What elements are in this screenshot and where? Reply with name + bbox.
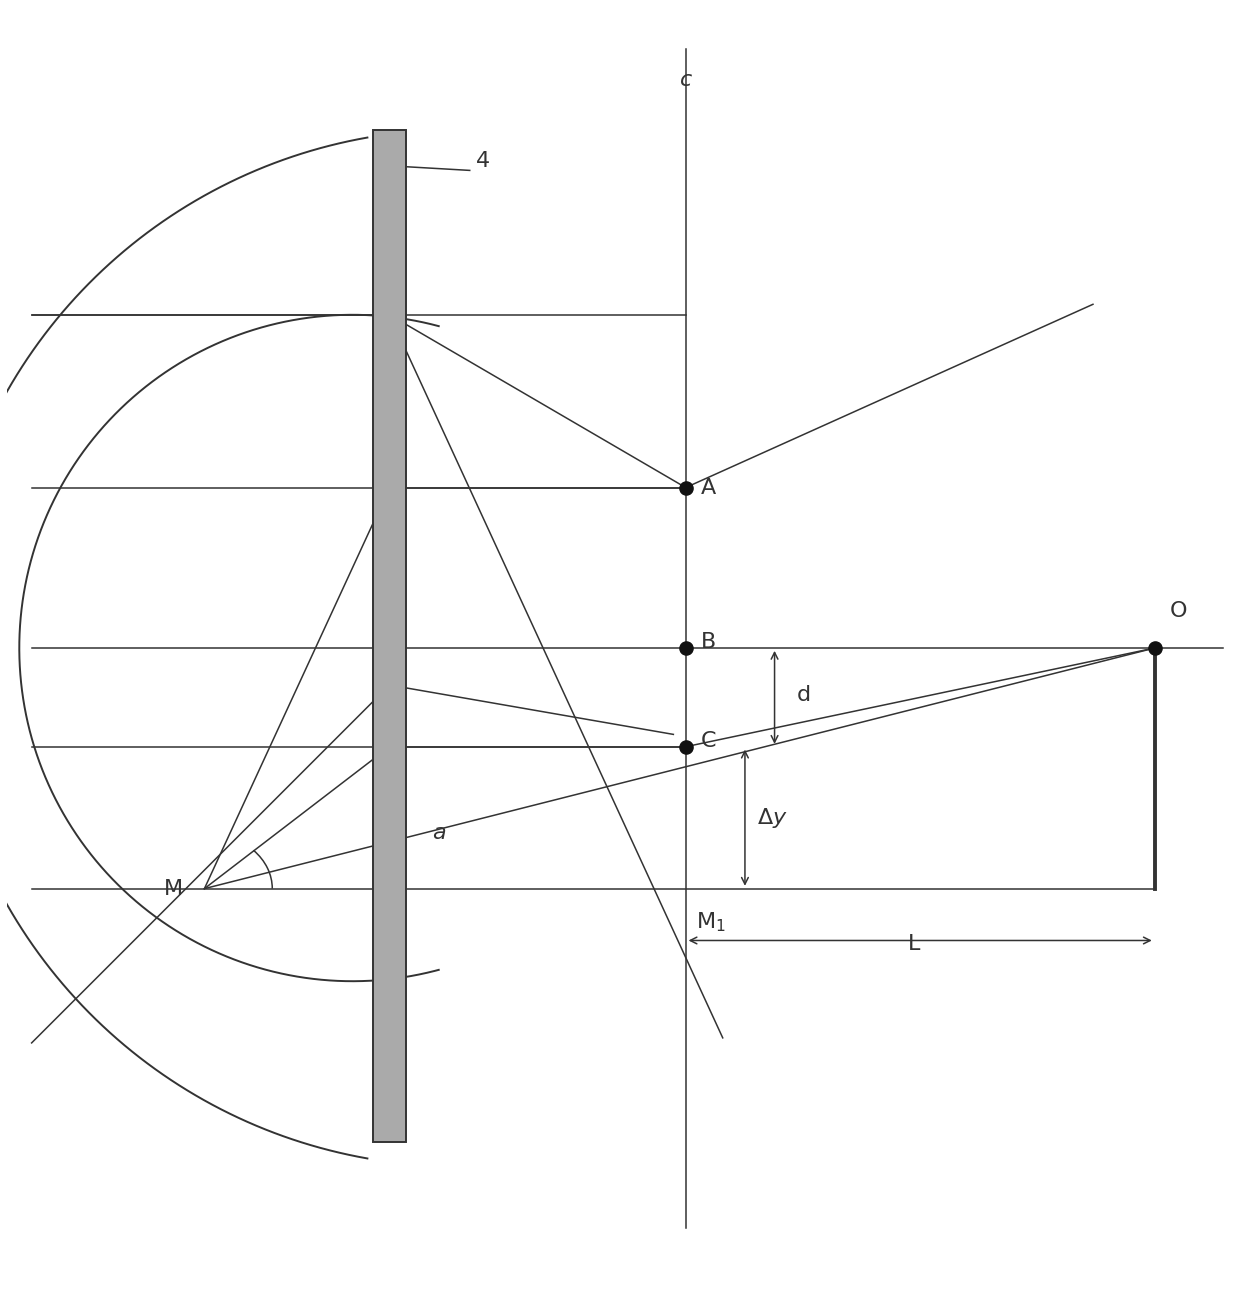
Text: O: O [1169,601,1187,621]
Bar [373,130,406,1142]
Point [675,736,695,757]
Point [675,477,695,498]
Text: d: d [796,684,811,705]
Text: B: B [700,632,716,652]
Text: L: L [907,934,920,954]
Point [675,638,695,658]
Point [1144,638,1164,658]
Text: $a$: $a$ [432,823,446,844]
Text: M: M [163,879,183,898]
Text: M$_1$: M$_1$ [695,910,725,934]
Text: $\Delta y$: $\Delta y$ [758,806,787,831]
Text: $c$: $c$ [679,70,693,91]
Text: C: C [700,731,716,750]
Text: A: A [700,477,716,498]
Text: 4: 4 [475,150,490,171]
